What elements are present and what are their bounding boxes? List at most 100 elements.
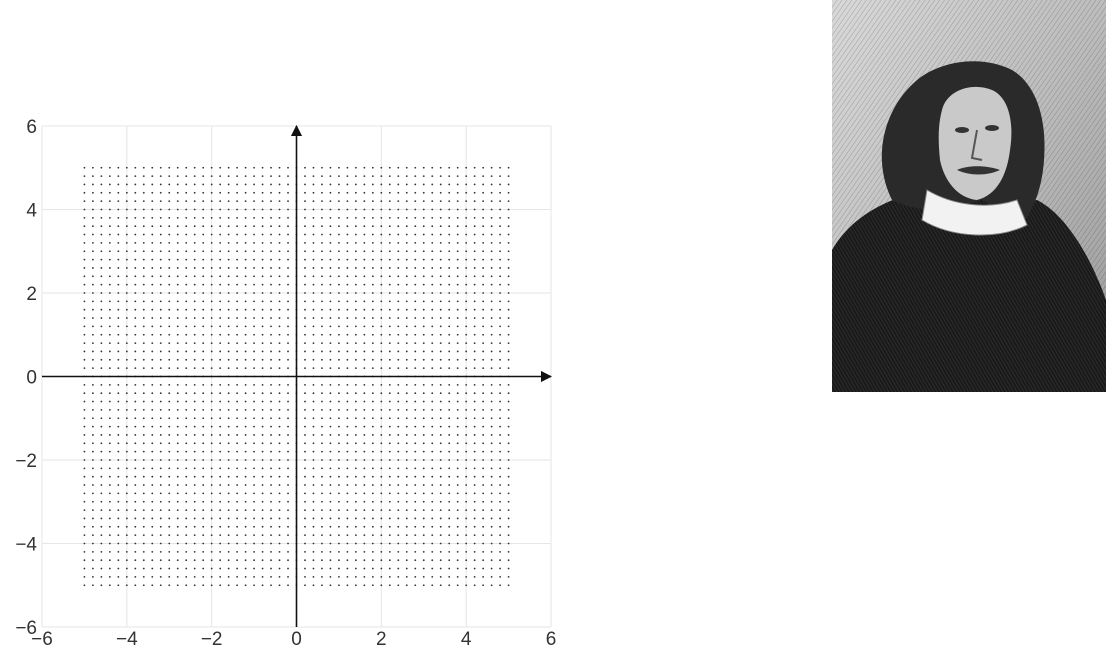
lattice-point <box>380 317 383 319</box>
lattice-point <box>202 509 205 511</box>
lattice-point <box>117 292 120 294</box>
lattice-point <box>499 283 501 286</box>
lattice-point <box>270 509 272 511</box>
lattice-point <box>329 425 332 428</box>
lattice-point <box>473 392 476 395</box>
lattice-point <box>304 567 306 570</box>
lattice-point <box>117 392 120 395</box>
lattice-point <box>507 183 510 186</box>
lattice-point <box>176 308 179 311</box>
lattice-point <box>261 450 264 453</box>
lattice-point <box>134 417 137 420</box>
lattice-point <box>354 459 357 461</box>
lattice-point <box>456 166 459 169</box>
lattice-point <box>405 567 408 570</box>
lattice-point <box>125 225 128 228</box>
lattice-point <box>354 400 357 403</box>
lattice-point <box>253 542 255 545</box>
lattice-point <box>278 367 281 370</box>
lattice-point <box>100 216 103 219</box>
lattice-point <box>507 417 510 420</box>
lattice-point <box>431 258 434 261</box>
lattice-point <box>134 576 137 578</box>
lattice-point <box>185 267 188 269</box>
lattice-point <box>448 233 451 236</box>
lattice-point <box>439 317 442 319</box>
lattice-point <box>151 459 154 461</box>
lattice-point <box>431 175 434 178</box>
lattice-point <box>473 183 476 186</box>
lattice-point <box>338 484 340 486</box>
lattice-point <box>405 191 408 194</box>
lattice-point <box>100 559 103 562</box>
lattice-point <box>270 242 272 244</box>
lattice-point <box>371 342 374 344</box>
lattice-point <box>473 225 476 228</box>
lattice-point <box>354 509 357 511</box>
lattice-point <box>338 400 340 403</box>
lattice-point <box>193 191 196 194</box>
lattice-point <box>338 367 340 370</box>
lattice-point <box>354 275 357 278</box>
lattice-point <box>117 258 120 261</box>
lattice-point <box>253 475 255 478</box>
lattice-point <box>346 475 349 478</box>
lattice-point <box>92 567 94 570</box>
lattice-point <box>388 417 391 420</box>
lattice-point <box>422 534 425 537</box>
lattice-point <box>108 584 111 587</box>
lattice-point <box>236 425 239 428</box>
lattice-point <box>371 392 374 395</box>
lattice-point <box>125 166 128 169</box>
lattice-point <box>134 166 137 169</box>
lattice-point <box>431 576 434 578</box>
lattice-point <box>371 208 374 211</box>
lattice-point <box>168 517 171 520</box>
lattice-point <box>244 308 247 311</box>
lattice-point <box>380 258 383 261</box>
lattice-point <box>151 300 154 303</box>
lattice-point <box>456 467 459 470</box>
lattice-point <box>338 183 340 186</box>
lattice-point <box>83 267 86 269</box>
lattice-point <box>490 417 493 420</box>
lattice-point <box>117 183 120 186</box>
lattice-point <box>507 400 510 403</box>
lattice-point <box>397 317 400 319</box>
lattice-point <box>142 267 145 269</box>
lattice-point <box>108 442 111 445</box>
lattice-point <box>465 442 468 445</box>
lattice-point <box>456 442 459 445</box>
lattice-point <box>346 300 349 303</box>
lattice-point <box>134 208 137 211</box>
lattice-point <box>397 300 400 303</box>
lattice-point <box>100 233 103 236</box>
lattice-point <box>473 484 476 486</box>
lattice-point <box>151 275 154 278</box>
lattice-point <box>210 392 213 395</box>
lattice-point <box>176 525 179 528</box>
lattice-point <box>253 425 255 428</box>
lattice-point <box>431 325 434 328</box>
lattice-point <box>388 350 391 353</box>
lattice-point <box>287 450 289 453</box>
lattice-point <box>151 434 154 436</box>
lattice-point <box>346 409 349 411</box>
lattice-point <box>304 258 306 261</box>
lattice-point <box>371 292 374 294</box>
lattice-point <box>278 267 281 269</box>
lattice-point <box>202 275 205 278</box>
lattice-point <box>346 283 349 286</box>
lattice-point <box>125 200 128 203</box>
lattice-point <box>346 509 349 511</box>
lattice-point <box>304 283 306 286</box>
lattice-point <box>287 233 289 236</box>
lattice-point <box>125 383 128 386</box>
lattice-point <box>312 200 315 203</box>
lattice-point <box>499 267 501 269</box>
lattice-point <box>405 442 408 445</box>
lattice-point <box>92 367 94 370</box>
lattice-point <box>388 484 391 486</box>
lattice-point <box>227 392 230 395</box>
lattice-point <box>422 350 425 353</box>
